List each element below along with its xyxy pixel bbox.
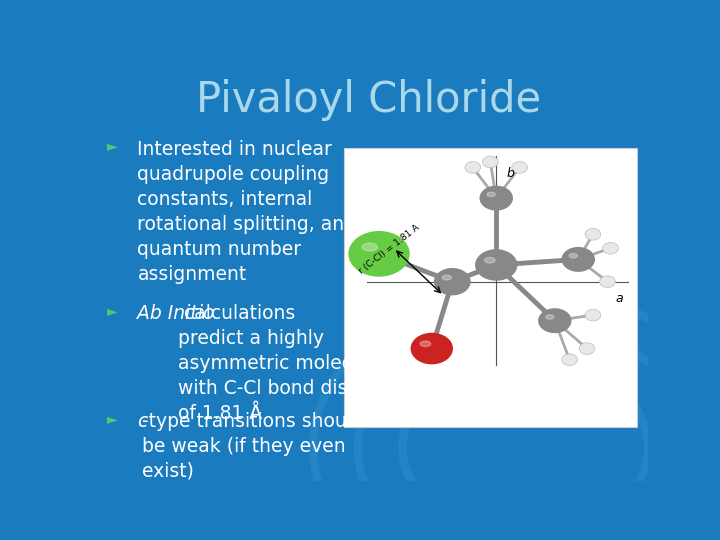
Ellipse shape bbox=[420, 341, 431, 347]
Ellipse shape bbox=[362, 243, 377, 251]
Circle shape bbox=[465, 161, 481, 173]
Circle shape bbox=[600, 276, 616, 287]
Circle shape bbox=[579, 343, 595, 354]
Circle shape bbox=[585, 309, 600, 321]
Ellipse shape bbox=[442, 275, 451, 280]
Text: a: a bbox=[616, 292, 623, 305]
Circle shape bbox=[434, 268, 471, 295]
Text: Ab Initio: Ab Initio bbox=[138, 304, 215, 323]
Text: -type transitions should
be weak (if they even
exist): -type transitions should be weak (if the… bbox=[143, 412, 364, 481]
Text: ►: ► bbox=[107, 412, 117, 426]
Text: calculations
predict a highly
asymmetric molecule
with C-Cl bond distance
of 1.8: calculations predict a highly asymmetric… bbox=[178, 304, 400, 423]
Text: ►: ► bbox=[107, 140, 117, 154]
Circle shape bbox=[482, 156, 498, 168]
FancyBboxPatch shape bbox=[344, 148, 637, 427]
Circle shape bbox=[538, 308, 572, 333]
Text: r (C-Cl) = 1.81 A: r (C-Cl) = 1.81 A bbox=[357, 223, 421, 276]
Circle shape bbox=[585, 228, 600, 240]
Circle shape bbox=[480, 186, 513, 211]
Ellipse shape bbox=[546, 315, 554, 319]
Circle shape bbox=[475, 249, 518, 281]
Circle shape bbox=[562, 354, 577, 366]
Circle shape bbox=[348, 231, 410, 276]
Ellipse shape bbox=[569, 253, 577, 258]
Text: ►: ► bbox=[107, 304, 117, 318]
Text: Interested in nuclear
quadrupole coupling
constants, internal
rotational splitti: Interested in nuclear quadrupole couplin… bbox=[138, 140, 356, 284]
Text: c: c bbox=[138, 412, 148, 431]
Text: b: b bbox=[507, 166, 515, 179]
Circle shape bbox=[512, 161, 528, 173]
Circle shape bbox=[410, 333, 453, 364]
Ellipse shape bbox=[485, 258, 495, 263]
Circle shape bbox=[562, 247, 595, 272]
Ellipse shape bbox=[487, 192, 495, 197]
Circle shape bbox=[603, 242, 618, 254]
Text: Pivaloyl Chloride: Pivaloyl Chloride bbox=[197, 79, 541, 121]
